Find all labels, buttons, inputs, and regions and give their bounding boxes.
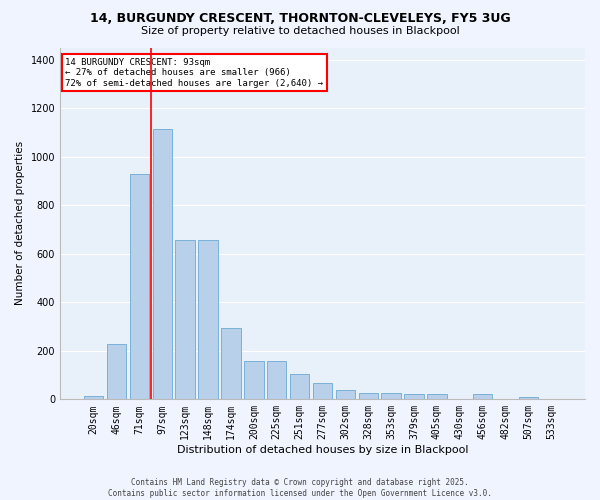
Bar xyxy=(473,394,493,400)
Bar xyxy=(267,360,286,400)
Bar xyxy=(404,394,424,400)
Bar xyxy=(107,344,126,400)
Text: 14 BURGUNDY CRESCENT: 93sqm
← 27% of detached houses are smaller (966)
72% of se: 14 BURGUNDY CRESCENT: 93sqm ← 27% of det… xyxy=(65,58,323,88)
Text: 14, BURGUNDY CRESCENT, THORNTON-CLEVELEYS, FY5 3UG: 14, BURGUNDY CRESCENT, THORNTON-CLEVELEY… xyxy=(89,12,511,26)
Bar xyxy=(199,240,218,400)
Bar xyxy=(359,394,378,400)
Text: Contains HM Land Registry data © Crown copyright and database right 2025.
Contai: Contains HM Land Registry data © Crown c… xyxy=(108,478,492,498)
Y-axis label: Number of detached properties: Number of detached properties xyxy=(15,142,25,306)
X-axis label: Distribution of detached houses by size in Blackpool: Distribution of detached houses by size … xyxy=(177,445,468,455)
Bar xyxy=(221,328,241,400)
Bar xyxy=(382,394,401,400)
Bar xyxy=(335,390,355,400)
Bar xyxy=(152,129,172,400)
Text: Size of property relative to detached houses in Blackpool: Size of property relative to detached ho… xyxy=(140,26,460,36)
Bar xyxy=(290,374,310,400)
Bar xyxy=(130,174,149,400)
Bar xyxy=(313,383,332,400)
Bar xyxy=(84,396,103,400)
Bar xyxy=(427,394,446,400)
Bar xyxy=(175,240,195,400)
Bar xyxy=(519,397,538,400)
Bar xyxy=(244,360,263,400)
